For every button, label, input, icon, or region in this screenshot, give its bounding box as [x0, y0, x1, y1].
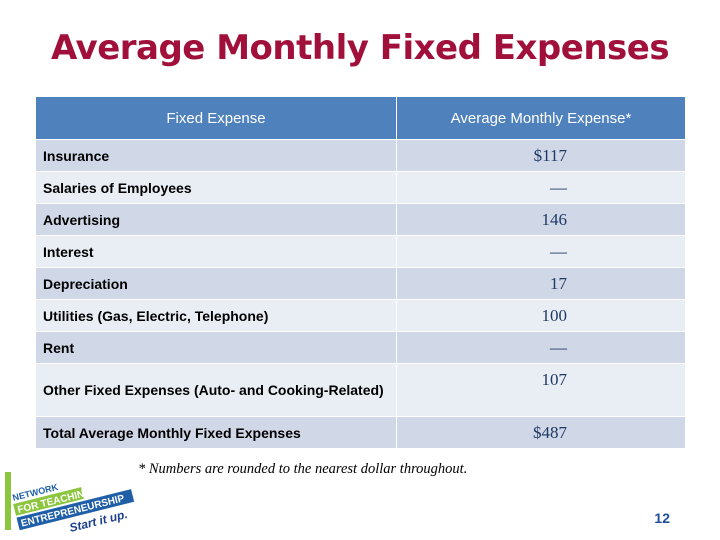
footnote: * Numbers are rounded to the nearest dol…: [138, 461, 468, 477]
logo-bar-icon: [5, 472, 11, 530]
expense-label: Other Fixed Expenses (Auto- and Cooking-…: [35, 363, 397, 417]
expense-label: Depreciation: [35, 267, 397, 300]
expense-amount: —: [396, 235, 686, 268]
logo-band-2: [16, 489, 135, 531]
table-row: Salaries of Employees —: [35, 171, 686, 204]
expense-label: Insurance: [35, 139, 397, 172]
table-row: Utilities (Gas, Electric, Telephone) 100: [35, 299, 686, 332]
expense-amount: 100: [396, 299, 686, 332]
expense-amount: —: [396, 331, 686, 364]
expense-amount: 107: [396, 363, 686, 417]
expense-label: Rent: [35, 331, 397, 364]
expense-amount: $117: [396, 139, 686, 172]
table-row: Advertising 146: [35, 203, 686, 236]
table-header-row: Fixed Expense Average Monthly Expense*: [35, 96, 686, 140]
logo-band-1: [13, 487, 84, 516]
expense-label: Salaries of Employees: [35, 171, 397, 204]
table-row: Rent —: [35, 331, 686, 364]
table-row: Other Fixed Expenses (Auto- and Cooking-…: [35, 363, 686, 417]
fixed-expenses-table: Fixed Expense Average Monthly Expense* I…: [35, 96, 686, 449]
table-row: Interest —: [35, 235, 686, 268]
slide-title: Average Monthly Fixed Expenses: [50, 28, 670, 68]
header-average-monthly-expense: Average Monthly Expense*: [396, 96, 686, 140]
table-row: Insurance $117: [35, 139, 686, 172]
expense-label: Utilities (Gas, Electric, Telephone): [35, 299, 397, 332]
total-amount: $487: [396, 416, 686, 449]
expense-label-text: Other Fixed Expenses (Auto- and Cooking-…: [43, 382, 384, 398]
table-row-total: Total Average Monthly Fixed Expenses $48…: [35, 416, 686, 449]
nfte-logo: NETWORK FOR TEACHING ENTREPRENEURSHIP St…: [5, 472, 135, 535]
header-fixed-expense: Fixed Expense: [35, 96, 397, 140]
table-row: Depreciation 17: [35, 267, 686, 300]
expense-label: Interest: [35, 235, 397, 268]
expense-amount: 17: [396, 267, 686, 300]
expense-amount: 146: [396, 203, 686, 236]
page-number: 12: [654, 510, 670, 526]
expense-amount: —: [396, 171, 686, 204]
expense-label: Advertising: [35, 203, 397, 236]
total-label: Total Average Monthly Fixed Expenses: [35, 416, 397, 449]
